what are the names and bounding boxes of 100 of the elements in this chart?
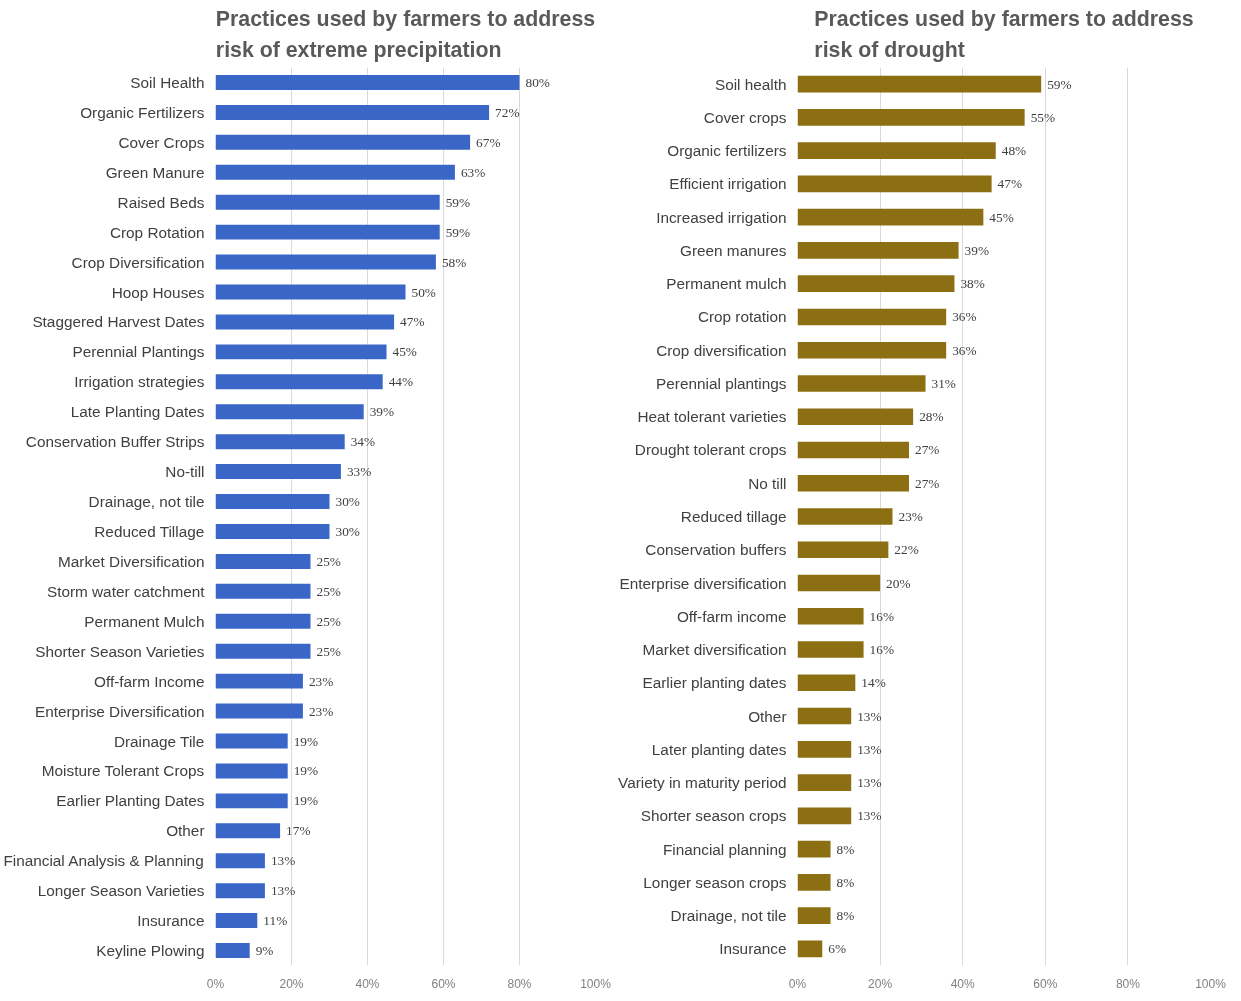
data-label: 47% bbox=[997, 176, 1023, 192]
bar bbox=[797, 408, 914, 426]
bar bbox=[215, 613, 311, 629]
bar bbox=[797, 341, 947, 359]
y-tick-label: Organic fertilizers bbox=[667, 142, 787, 160]
y-tick-label: Shorter Season Varieties bbox=[35, 642, 205, 660]
bar bbox=[215, 883, 265, 899]
data-label: 19% bbox=[293, 763, 319, 779]
data-label: 27% bbox=[915, 442, 940, 458]
data-label: 30% bbox=[335, 494, 360, 510]
data-label: 33% bbox=[346, 464, 372, 480]
bar bbox=[797, 142, 996, 159]
bar bbox=[215, 284, 406, 300]
y-tick-label: Financial Analysis & Planning bbox=[3, 852, 204, 870]
data-label: 13% bbox=[270, 883, 296, 899]
bar bbox=[215, 164, 455, 180]
data-label: 39% bbox=[369, 404, 395, 420]
y-tick-label: Heat tolerant varieties bbox=[637, 408, 787, 426]
bar bbox=[215, 943, 250, 959]
bar bbox=[215, 853, 265, 869]
bar bbox=[797, 940, 823, 958]
x-tick-label: 100% bbox=[580, 976, 612, 991]
x-tick-label: 60% bbox=[1033, 976, 1058, 991]
data-label: 6% bbox=[828, 941, 847, 957]
data-label: 16% bbox=[869, 608, 895, 624]
data-label: 8% bbox=[836, 908, 855, 924]
bar bbox=[215, 583, 311, 599]
y-tick-label: Late Planting Dates bbox=[70, 403, 205, 421]
data-label: 31% bbox=[931, 375, 956, 391]
y-tick-label: Reduced Tillage bbox=[94, 522, 205, 540]
data-label: 13% bbox=[857, 808, 882, 824]
bar bbox=[215, 553, 311, 569]
y-tick-label: Soil Health bbox=[130, 73, 205, 91]
data-label: 63% bbox=[460, 164, 486, 180]
bar bbox=[215, 763, 288, 779]
y-tick-label: Hoop Houses bbox=[111, 283, 205, 301]
bar bbox=[797, 741, 852, 758]
bar bbox=[797, 574, 881, 592]
y-tick-label: Other bbox=[166, 822, 205, 840]
bar bbox=[215, 374, 383, 390]
bar bbox=[215, 254, 436, 270]
bar bbox=[215, 733, 288, 749]
data-label: 48% bbox=[1001, 143, 1027, 159]
data-label: 13% bbox=[857, 775, 882, 791]
data-label: 38% bbox=[960, 276, 985, 292]
y-tick-label: Soil health bbox=[714, 75, 787, 93]
bar bbox=[215, 703, 303, 719]
bar bbox=[215, 643, 311, 659]
data-label: 55% bbox=[1030, 109, 1056, 125]
data-label: 72% bbox=[495, 104, 520, 120]
bar bbox=[215, 74, 520, 90]
bar bbox=[797, 874, 831, 891]
y-tick-label: Staggered Harvest Dates bbox=[32, 313, 205, 331]
x-tick-label: 60% bbox=[431, 976, 456, 991]
bar bbox=[797, 840, 831, 858]
y-tick-label: Conservation buffers bbox=[645, 541, 787, 559]
data-label: 13% bbox=[270, 853, 296, 869]
y-tick-label: Irrigation strategies bbox=[74, 373, 205, 391]
chart-title: Practices used by farmers to address risk of extreme precipitation bbox=[215, 7, 596, 63]
data-label: 59% bbox=[1047, 76, 1072, 92]
bar bbox=[797, 641, 864, 658]
data-label: 20% bbox=[886, 575, 911, 591]
data-label: 8% bbox=[836, 874, 855, 890]
y-tick-label: Perennial Plantings bbox=[72, 343, 205, 361]
chart-title: Practices used by farmers to address risk of drought bbox=[814, 7, 1194, 63]
data-label: 28% bbox=[919, 409, 944, 425]
bar bbox=[797, 242, 959, 259]
data-label: 50% bbox=[411, 284, 436, 300]
y-tick-label: Financial planning bbox=[662, 840, 787, 858]
y-tick-label: Reduced tillage bbox=[680, 508, 787, 525]
x-tick-label: 100% bbox=[1195, 976, 1227, 991]
y-tick-label: Increased irrigation bbox=[656, 208, 787, 226]
y-tick-label: Permanent mulch bbox=[666, 275, 787, 293]
data-label: 25% bbox=[316, 583, 341, 599]
y-tick-label: Storm water catchment bbox=[46, 582, 206, 600]
y-tick-label: Green Manure bbox=[105, 163, 205, 181]
y-tick-label: Crop diversification bbox=[656, 341, 787, 359]
bar bbox=[797, 75, 1042, 93]
y-tick-label: Efficient irrigation bbox=[669, 175, 787, 193]
y-tick-label: Raised Beds bbox=[117, 193, 205, 211]
bar bbox=[797, 774, 852, 791]
y-tick-label: Longer season crops bbox=[643, 873, 787, 891]
bar bbox=[215, 823, 281, 839]
y-tick-label: Crop Diversification bbox=[71, 253, 205, 271]
bar bbox=[215, 314, 395, 330]
x-tick-label: 0% bbox=[788, 976, 807, 991]
bar bbox=[215, 134, 471, 150]
data-label: 59% bbox=[445, 224, 471, 240]
data-label: 8% bbox=[836, 841, 855, 857]
bar bbox=[797, 474, 910, 492]
y-tick-label: Keyline Plowing bbox=[96, 942, 205, 960]
bar bbox=[797, 907, 831, 924]
data-label: 23% bbox=[898, 509, 923, 524]
data-label: 25% bbox=[316, 553, 341, 569]
data-label: 23% bbox=[308, 673, 334, 689]
y-tick-label: Perennial plantings bbox=[656, 374, 787, 392]
y-tick-label: Insurance bbox=[719, 940, 787, 958]
data-label: 19% bbox=[293, 793, 319, 809]
y-tick-label: Shorter season crops bbox=[640, 807, 787, 825]
y-tick-label: Enterprise diversification bbox=[619, 574, 787, 592]
